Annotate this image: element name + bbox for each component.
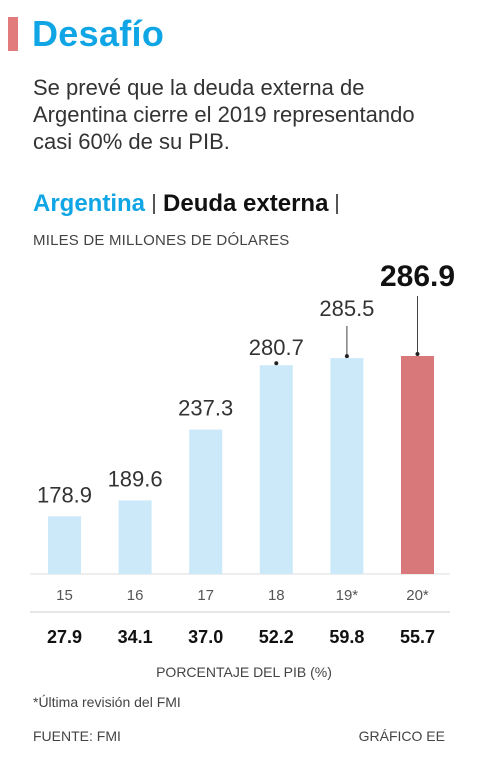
bar-chart: 178.9 15 27.9 189.6 16 34.1 237.3 17 37.0 280.7 18… (30, 260, 455, 647)
divider (336, 194, 339, 214)
footnote: *Última revisión del FMI (33, 694, 181, 710)
subtitle: Se prevé que la deuda externa de Argenti… (33, 75, 415, 154)
label-dot (415, 352, 420, 356)
category-label: 16 (127, 587, 144, 604)
value-label: 286.9 (380, 260, 455, 293)
value-label: 178.9 (37, 482, 92, 507)
source: FUENTE: FMI (33, 728, 121, 744)
label-dot (274, 361, 279, 366)
pib-value: 55.7 (400, 627, 435, 647)
category-label: 17 (197, 587, 214, 604)
pib-value: 27.9 (47, 627, 82, 647)
value-label: 189.6 (108, 466, 163, 491)
pib-value: 37.0 (188, 627, 223, 647)
bar (118, 500, 152, 574)
chart-metric: Deuda externa (163, 190, 329, 217)
credit: GRÁFICO EE (358, 728, 445, 744)
header-accent-bar (8, 17, 18, 51)
bar (401, 356, 434, 574)
pib-value: 59.8 (329, 627, 364, 647)
category-label: 19* (336, 587, 359, 604)
bar (48, 516, 81, 574)
bar (330, 358, 364, 574)
bar (189, 429, 223, 574)
value-label: 285.5 (319, 296, 374, 321)
pib-value: 34.1 (118, 627, 153, 647)
pib-value: 52.2 (259, 627, 294, 647)
chart-country: Argentina (33, 190, 146, 217)
label-dot (344, 354, 349, 359)
units-label: MILES DE MILLONES DE DÓLARES (33, 232, 290, 249)
header: Desafío (8, 13, 165, 54)
chart-header: Argentina Deuda externa (33, 190, 346, 218)
category-label: 15 (56, 587, 73, 604)
divider (153, 194, 156, 214)
value-label: 280.7 (249, 335, 304, 360)
value-label: 237.3 (178, 396, 233, 421)
bar (259, 365, 293, 574)
pib-label: PORCENTAJE DEL PIB (%) (156, 664, 332, 680)
page-title: Desafío (32, 13, 165, 54)
category-label: 18 (268, 587, 285, 604)
category-label: 20* (406, 587, 429, 604)
